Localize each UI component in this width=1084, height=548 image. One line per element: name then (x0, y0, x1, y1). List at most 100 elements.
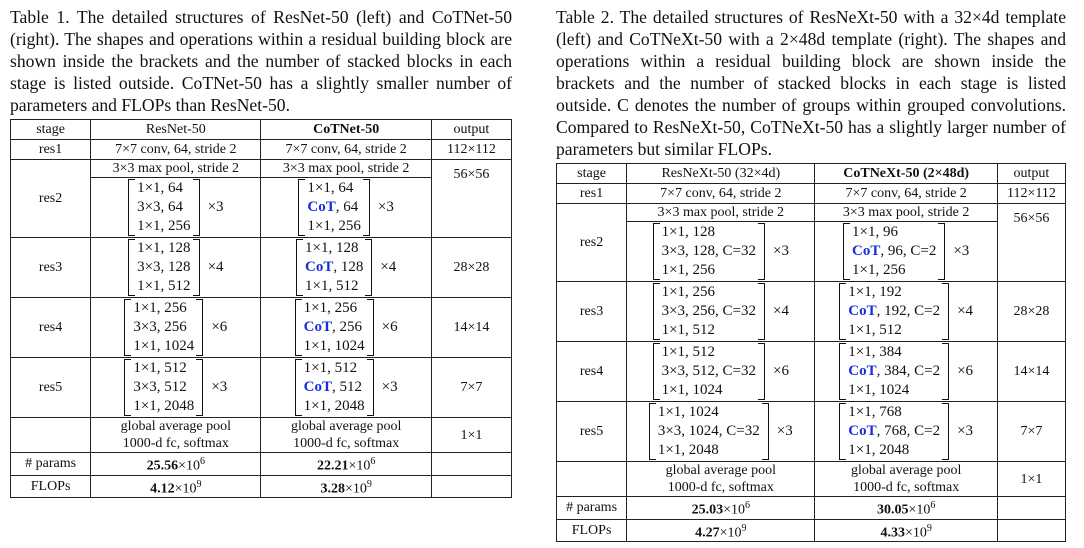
row-params: # params 25.03×106 30.05×106 (555, 496, 1067, 520)
max-pool: 3×3 max pool, stride 2 (627, 204, 815, 222)
output-size: 14×14 (996, 341, 1067, 402)
repeat-count: ×6 (381, 319, 398, 335)
params-a: 25.03×106 (626, 496, 816, 520)
exponent-base: ×10 (178, 458, 201, 474)
left-block-spec: 1×1, 128 3×3, 128 1×1, 512 ×4 (91, 238, 260, 297)
stage-name: res2 (555, 203, 628, 282)
cot-label: CoT (848, 303, 877, 319)
layer-spec-rest: , 256 (332, 319, 363, 335)
cell: 112×112 (996, 183, 1067, 204)
output-size: 56×56 (430, 159, 513, 238)
bracket: 1×1, 1024 3×3, 1024, C=32 1×1, 2048 (648, 403, 769, 460)
cell: 112×112 (430, 139, 513, 160)
right-spec-cell: 1×1, 256 CoT, 256 1×1, 1024 ×6 (260, 297, 432, 358)
left-block-spec: 1×1, 128 3×3, 128, C=32 1×1, 256 ×3 (627, 222, 814, 281)
output-size: 1×1 (430, 417, 513, 453)
repeat-count: ×6 (957, 363, 974, 379)
right-block-spec: 1×1, 128 CoT, 128 1×1, 512 ×4 (261, 238, 430, 297)
row-res3: res3 1×1, 256 3×3, 256, C=32 1×1, 512 ×4 1×1,… (555, 281, 1067, 342)
right-block-spec: 1×1, 768 CoT, 768, C=2 1×1, 2048 ×3 (815, 402, 996, 461)
fc-softmax: 1000-d fc, softmax (122, 436, 229, 451)
final-layers: global average pool 1000-d fc, softmax (626, 461, 816, 497)
exponent-base: ×10 (723, 502, 745, 518)
cell: 7×7 conv, 64, stride 2 (260, 139, 432, 160)
row-label: FLOPs (9, 474, 92, 499)
layer-spec: 1×1, 256 (661, 284, 716, 300)
layer-spec: 1×1, 2048 (657, 442, 719, 458)
column-header: output (996, 163, 1067, 184)
right-block-spec: 1×1, 256 CoT, 256 1×1, 1024 ×6 (261, 298, 430, 357)
layer-spec-rest: , 512 (332, 379, 363, 395)
output-size: 7×7 (430, 357, 513, 418)
right-spec-cell: 1×1, 768 CoT, 768, C=2 1×1, 2048 ×3 (814, 401, 998, 462)
left-spec-cell: 3×3 max pool, stride 2 1×1, 128 3×3, 128, … (626, 203, 816, 282)
flops-b: 3.28×109 (260, 474, 432, 499)
output-size: 1×1 (996, 461, 1067, 497)
layer-spec: 1×1, 2048 (133, 398, 195, 414)
layer-spec: CoT, 384, C=2 (848, 362, 940, 381)
layer-spec: 3×3, 256, C=32 (661, 303, 757, 319)
layer-spec: 1×1, 256 (307, 218, 361, 234)
row-res2: res2 3×3 max pool, stride 2 1×1, 128 3×3, 1… (555, 203, 1067, 282)
layer-spec: 1×1, 512 (304, 278, 359, 294)
left-block-spec: 1×1, 1024 3×3, 1024, C=32 1×1, 2048 ×3 (627, 402, 814, 461)
row-res4: res4 1×1, 512 3×3, 512, C=32 1×1, 1024 ×6 1×1… (555, 341, 1067, 402)
repeat-count: ×6 (211, 319, 228, 335)
stage-name: res3 (555, 281, 628, 342)
exponent-base: ×10 (904, 525, 927, 541)
bracket: 1×1, 128 3×3, 128 1×1, 512 (128, 239, 200, 296)
layer-spec: 1×1, 384 (848, 344, 902, 360)
row-res4: res4 1×1, 256 3×3, 256 1×1, 1024 ×6 1×1, 256 C… (9, 297, 513, 358)
left-spec-cell: 1×1, 256 3×3, 256 1×1, 1024 ×6 (90, 297, 262, 358)
layer-spec: 1×1, 64 (137, 180, 184, 196)
left-spec-cell: 1×1, 128 3×3, 128 1×1, 512 ×4 (90, 237, 262, 298)
exponent: 9 (741, 522, 747, 534)
left-block-spec: 1×1, 256 3×3, 256 1×1, 1024 ×6 (91, 298, 260, 357)
column-header: ResNet-50 (90, 119, 262, 140)
layer-spec-rest: , 384, C=2 (876, 363, 941, 379)
bracket: 1×1, 256 3×3, 256 1×1, 1024 (124, 299, 204, 356)
right-spec-cell: 1×1, 192 CoT, 192, C=2 1×1, 512 ×4 (814, 281, 998, 342)
layer-spec: 1×1, 1024 (848, 382, 910, 398)
left-spec-cell: 3×3 max pool, stride 2 1×1, 64 3×3, 64 1×1,… (90, 159, 262, 238)
left-spec-cell: 1×1, 1024 3×3, 1024, C=32 1×1, 2048 ×3 (626, 401, 816, 462)
empty-cell (430, 474, 513, 499)
cot-label: CoT (303, 319, 333, 335)
left-block-spec: 1×1, 64 3×3, 64 1×1, 256 ×3 (91, 178, 260, 237)
table2-block: Table 2. The detailed structures of ResN… (555, 6, 1067, 543)
fc-softmax: 1000-d fc, softmax (293, 436, 400, 451)
layer-spec: CoT, 768, C=2 (848, 422, 940, 441)
row-flops: FLOPs 4.12×109 3.28×109 (9, 474, 513, 499)
layer-spec: CoT, 192, C=2 (848, 302, 940, 321)
row-flops: FLOPs 4.27×109 4.33×109 (555, 518, 1067, 543)
value: 3.28 (320, 481, 345, 497)
column-header: ResNeXt-50 (32×4d) (626, 163, 816, 184)
layer-spec: 3×3, 256 (133, 319, 187, 335)
bracket: 1×1, 128 3×3, 128, C=32 1×1, 256 (652, 223, 766, 280)
exponent: 6 (200, 456, 206, 467)
table1: stage ResNet-50 CoTNet-50 output res1 7×7 con… (9, 119, 513, 499)
stage-name (9, 417, 92, 453)
header-row: stage ResNet-50 CoTNet-50 output (9, 119, 513, 140)
repeat-count: ×3 (773, 243, 789, 259)
layer-spec: CoT, 64 (307, 198, 360, 217)
cell: res1 (555, 183, 628, 204)
output-size: 7×7 (996, 401, 1067, 462)
layer-spec: 1×1, 256 (137, 218, 191, 234)
empty-cell (996, 496, 1067, 520)
row-label: FLOPs (555, 518, 628, 543)
bracket: 1×1, 512 3×3, 512 1×1, 2048 (124, 359, 204, 416)
final-layers: global average pool 1000-d fc, softmax (260, 417, 432, 453)
layer-spec: 1×1, 512 (848, 322, 902, 338)
repeat-count: ×4 (957, 303, 974, 319)
stage-name: res4 (555, 341, 628, 402)
row-final: global average pool 1000-d fc, softmax glo… (9, 417, 513, 453)
value: 4.12 (150, 481, 175, 497)
exponent: 9 (366, 478, 372, 490)
cot-label: CoT (307, 199, 336, 215)
column-header: stage (555, 163, 628, 184)
bracket: 1×1, 512 3×3, 512, C=32 1×1, 1024 (652, 343, 766, 400)
layer-spec: 3×3, 128 (137, 259, 191, 275)
left-spec-cell: 1×1, 512 3×3, 512 1×1, 2048 ×3 (90, 357, 262, 418)
bracket: 1×1, 512 CoT, 512 1×1, 2048 (294, 359, 374, 416)
